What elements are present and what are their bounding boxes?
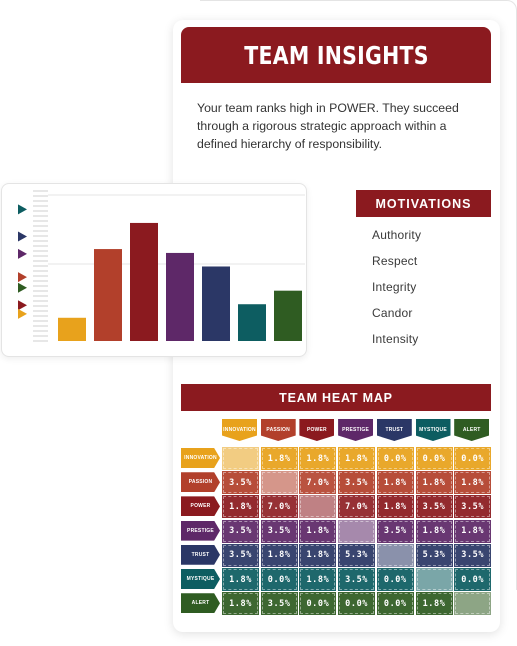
column-header-alert: ALERT: [454, 419, 490, 441]
row-header-trust: TRUST: [181, 544, 220, 565]
bar-mystique: [238, 304, 266, 341]
page-title: TEAM INSIGHTS: [243, 40, 429, 70]
heat-cell: [415, 568, 453, 591]
heat-cell: 0.0%: [376, 568, 414, 591]
heat-cell: 1.8%: [299, 447, 337, 470]
marker-triangle: [18, 300, 27, 311]
heat-cell: 1.8%: [260, 447, 298, 470]
heat-cell: 5.3%: [415, 543, 453, 567]
motivation-item: Intensity: [372, 332, 419, 346]
heat-cell: 1.8%: [299, 543, 337, 567]
row-header-power: POWER: [181, 496, 220, 517]
row-header-prestige: PRESTIGE: [181, 520, 220, 541]
heat-cell: 1.8%: [376, 495, 414, 519]
heat-cell: 3.5%: [222, 519, 259, 543]
heat-cell: [338, 519, 376, 543]
heat-cell: 1.8%: [260, 543, 298, 567]
heat-cell: 3.5%: [454, 543, 492, 567]
heat-cell: 1.8%: [222, 592, 259, 616]
heat-cell: 1.8%: [415, 592, 453, 616]
heat-cell: 1.8%: [454, 519, 492, 543]
motivations-header: MOTIVATIONS: [356, 190, 491, 217]
motivation-item: Authority: [372, 228, 422, 242]
heat-cell: 3.5%: [260, 519, 298, 543]
bar-passion: [94, 249, 122, 341]
heat-cell: 1.8%: [415, 471, 453, 495]
heat-cell: 0.0%: [376, 447, 414, 470]
bar-power: [130, 222, 158, 341]
bar-trust: [202, 266, 230, 341]
bar-alert: [274, 290, 302, 341]
heat-cell: 1.8%: [299, 568, 337, 591]
heat-cell: 1.8%: [299, 519, 337, 543]
heat-cell: 3.5%: [454, 495, 492, 519]
heat-cell: 7.0%: [260, 495, 298, 519]
heat-cell: 0.0%: [299, 592, 337, 616]
heat-cell: 3.5%: [260, 592, 298, 616]
marker-triangle: [18, 272, 27, 283]
heat-cell: [376, 543, 414, 567]
motivation-item: Respect: [372, 254, 418, 268]
marker-triangle: [18, 204, 27, 215]
heat-cell: 3.5%: [415, 495, 453, 519]
column-header-passion: PASSION: [260, 419, 296, 441]
heat-cell: 0.0%: [338, 592, 376, 616]
heat-cell: 3.5%: [376, 519, 414, 543]
marker-triangle: [18, 248, 27, 259]
row-header-mystique: MYSTIQUE: [181, 569, 220, 589]
heat-cell: 1.8%: [222, 495, 259, 519]
heat-cell: 1.8%: [415, 519, 453, 543]
heat-cell: 3.5%: [338, 568, 376, 591]
heat-cell: [222, 447, 259, 470]
heat-cell: 3.5%: [222, 543, 259, 567]
heat-cell: 1.8%: [338, 447, 376, 470]
heat-cell: 7.0%: [299, 471, 337, 495]
heat-cell: 3.5%: [338, 471, 376, 495]
heat-cell: 0.0%: [415, 447, 453, 470]
heat-cell: 0.0%: [454, 568, 492, 591]
bar-prestige: [166, 252, 194, 341]
row-header-alert: ALERT: [181, 593, 220, 614]
marker-triangle: [18, 282, 27, 293]
motivation-item: Candor: [372, 306, 413, 320]
column-header-trust: TRUST: [376, 419, 412, 441]
heat-cell: [299, 495, 337, 519]
heat-cell: [260, 471, 298, 495]
heat-cell: 1.8%: [454, 471, 492, 495]
heat-cell: 0.0%: [260, 568, 298, 591]
heat-cell: [454, 592, 492, 616]
heat-cell: 3.5%: [222, 471, 259, 495]
team-summary: Your team ranks high in POWER. They succ…: [197, 101, 459, 151]
column-header-power: POWER: [299, 419, 335, 441]
heat-cell: 0.0%: [454, 447, 492, 470]
heat-cell: 7.0%: [338, 495, 376, 519]
row-header-passion: PASSION: [181, 472, 220, 493]
motivation-item: Integrity: [372, 280, 417, 294]
bar-innovation: [58, 317, 86, 341]
column-header-prestige: PRESTIGE: [338, 419, 374, 441]
title-bar: TEAM INSIGHTS: [181, 27, 491, 83]
team-bar-chart: [18, 190, 305, 342]
motivations-list: Authority Respect Integrity Candor Inten…: [372, 228, 421, 358]
row-header-innovation: INNOVATION: [181, 448, 220, 468]
marker-triangle: [18, 231, 27, 242]
heat-cell: 5.3%: [338, 543, 376, 567]
heat-map-header: TEAM HEAT MAP: [181, 384, 491, 411]
column-header-innovation: INNOVATION: [222, 419, 257, 441]
heat-cell: 1.8%: [222, 568, 259, 591]
heat-cell: 1.8%: [376, 471, 414, 495]
heat-cell: 0.0%: [376, 592, 414, 616]
column-header-mystique: MYSTIQUE: [415, 419, 451, 441]
marker-triangle: [18, 308, 27, 319]
